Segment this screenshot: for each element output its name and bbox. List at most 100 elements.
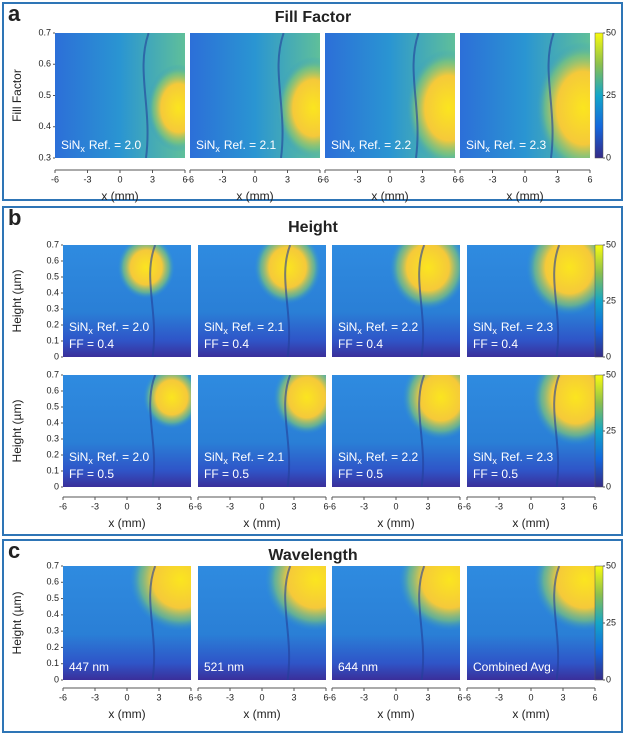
- plot-label-text: FF = 0.4: [338, 337, 383, 351]
- x-tick-label: 3: [425, 501, 430, 511]
- x-tick-label: 6: [323, 501, 328, 511]
- y-tick-label: 0.6: [46, 577, 59, 587]
- panel-title: Wavelength: [268, 547, 357, 564]
- x-tick-label: -3: [360, 692, 368, 702]
- x-axis-label: x (mm): [371, 189, 408, 203]
- x-tick-label: -3: [218, 174, 226, 184]
- panel-border: [2, 206, 623, 536]
- heatmap: [332, 245, 460, 357]
- x-tick-label: 0: [387, 174, 392, 184]
- plot-label: 447 nm: [69, 660, 109, 674]
- stripe: [284, 375, 292, 487]
- hot-region: [525, 245, 595, 315]
- y-tick-label: 0.7: [38, 27, 51, 37]
- hot-region: [254, 245, 322, 305]
- plot-label-main: SiN: [338, 320, 357, 334]
- plot-label-sub: x: [357, 456, 362, 466]
- plot-label: SiNx Ref. = 2.3: [473, 450, 554, 466]
- y-tick-label: 0.7: [46, 369, 59, 379]
- plot-label: FF = 0.5: [204, 467, 249, 481]
- plot-label-sub: x: [350, 144, 355, 154]
- x-tick-label: -3: [360, 501, 368, 511]
- plot-label-sub: x: [88, 456, 93, 466]
- x-axis-label: x (mm): [101, 189, 138, 203]
- y-tick-label: 0.6: [46, 255, 59, 265]
- x-tick-label: 0: [528, 692, 533, 702]
- x-tick-label: 0: [393, 501, 398, 511]
- x-tick-label: 6: [457, 501, 462, 511]
- stripe: [553, 566, 561, 680]
- y-tick-label: 0.1: [46, 335, 59, 345]
- heatmap: [63, 566, 191, 680]
- plot-label: FF = 0.4: [338, 337, 383, 351]
- y-tick-label: 0.3: [38, 152, 51, 162]
- y-tick-label: 0.6: [38, 59, 51, 69]
- heatmap: [325, 33, 455, 158]
- colorbar-tick-label: 0: [606, 674, 611, 684]
- x-tick-label: -6: [463, 501, 471, 511]
- plot-label-main: SiN: [61, 138, 80, 152]
- x-tick-label: -6: [51, 174, 59, 184]
- stripe: [142, 33, 150, 158]
- x-tick-label: 0: [393, 692, 398, 702]
- x-tick-label: 3: [291, 501, 296, 511]
- heatmap: [198, 375, 326, 487]
- plot-label-sub: x: [492, 326, 497, 336]
- colorbar: [594, 565, 604, 681]
- x-tick-label: 3: [560, 692, 565, 702]
- x-tick-label: -3: [83, 174, 91, 184]
- x-tick-label: 3: [285, 174, 290, 184]
- plot-label-text: Combined Avg.: [473, 660, 554, 674]
- plot-label-main: SiN: [473, 450, 492, 464]
- x-tick-label: -3: [488, 174, 496, 184]
- x-tick-label: 3: [425, 692, 430, 702]
- plot-label-sub: x: [88, 326, 93, 336]
- colorbar-tick-label: 0: [606, 481, 611, 491]
- plot-label-text: 644 nm: [338, 660, 378, 674]
- stripe: [418, 375, 426, 487]
- hot-region: [532, 375, 595, 445]
- plot-label-main: SiN: [331, 138, 350, 152]
- x-tick-label: -6: [321, 174, 329, 184]
- plot-label-sub: x: [492, 456, 497, 466]
- x-tick-label: -3: [91, 692, 99, 702]
- y-tick-label: 0: [54, 674, 59, 684]
- y-tick-label: 0.3: [46, 626, 59, 636]
- x-tick-label: -6: [328, 501, 336, 511]
- y-tick-label: 0.2: [46, 319, 59, 329]
- x-axis-label: x (mm): [506, 189, 543, 203]
- plot-label-text: FF = 0.5: [473, 467, 518, 481]
- panel-border: [2, 2, 623, 201]
- x-tick-label: 0: [259, 501, 264, 511]
- hot-region: [273, 375, 326, 435]
- x-tick-label: -6: [59, 692, 67, 702]
- heatmap: [63, 245, 191, 357]
- heatmap: [63, 375, 191, 487]
- hot-region: [398, 566, 460, 631]
- y-tick-label: 0.5: [38, 90, 51, 100]
- panel-title: Fill Factor: [275, 9, 351, 26]
- plot-label: FF = 0.4: [204, 337, 249, 351]
- y-axis-label: Height (µm): [10, 270, 24, 333]
- x-tick-label: -3: [495, 501, 503, 511]
- plot-label: SiNx Ref. = 2.2: [338, 320, 419, 336]
- heatmap: [198, 566, 326, 680]
- plot-label: SiNx Ref. = 2.3: [466, 138, 547, 154]
- plot-label-text: FF = 0.5: [338, 467, 383, 481]
- x-tick-label: -6: [59, 501, 67, 511]
- plot-label-text: 521 nm: [204, 660, 244, 674]
- y-tick-label: 0.3: [46, 303, 59, 313]
- plot-label: FF = 0.4: [69, 337, 114, 351]
- plot-label-rest: Ref. = 2.3: [494, 138, 547, 152]
- colorbar-tick-label: 50: [606, 369, 616, 379]
- plot-label: SiNx Ref. = 2.3: [473, 320, 554, 336]
- heatmap: [332, 566, 460, 680]
- heatmap: [332, 375, 460, 487]
- plot-label-main: SiN: [473, 320, 492, 334]
- y-tick-label: 0.4: [46, 609, 59, 619]
- plot-label-text: FF = 0.5: [204, 467, 249, 481]
- plot-label-rest: Ref. = 2.1: [232, 450, 285, 464]
- plot-label-rest: Ref. = 2.0: [97, 450, 150, 464]
- plot-label: Combined Avg.: [473, 660, 554, 674]
- x-axis-label: x (mm): [243, 516, 280, 530]
